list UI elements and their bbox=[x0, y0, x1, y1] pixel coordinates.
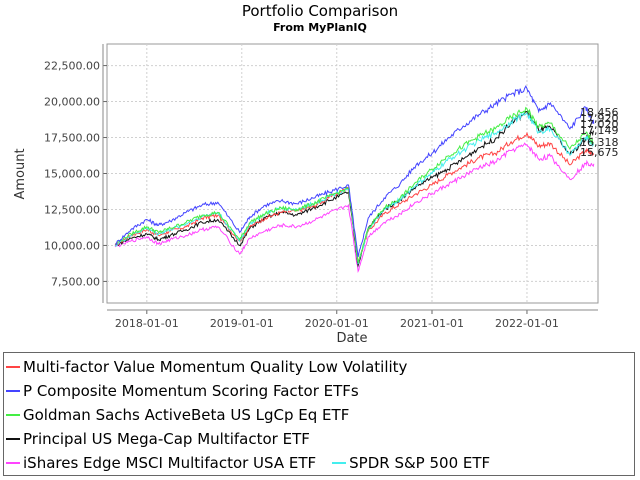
series-line-2 bbox=[114, 106, 595, 263]
legend-swatch bbox=[6, 414, 20, 416]
legend-label: Principal US Mega-Cap Multifactor ETF bbox=[23, 430, 310, 448]
legend-row: iShares Edge MSCI Multifactor USA ETF SPD… bbox=[4, 452, 504, 474]
end-label: 16,318 bbox=[580, 136, 619, 149]
series-line-5 bbox=[114, 111, 594, 265]
chart-title: Portfolio Comparison bbox=[241, 2, 399, 20]
legend-label: Goldman Sachs ActiveBeta US LgCp Eq ETF bbox=[23, 406, 350, 424]
legend-label: P Composite Momentum Scoring Factor ETFs bbox=[23, 382, 359, 400]
legend-item: Principal US Mega-Cap Multifactor ETF bbox=[4, 430, 310, 448]
legend-item: Goldman Sachs ActiveBeta US LgCp Eq ETF bbox=[4, 406, 349, 424]
legend-row: Multi-factor Value Momentum Quality Low … bbox=[4, 356, 421, 378]
legend-item: iShares Edge MSCI Multifactor USA ETF bbox=[4, 454, 316, 472]
x-tick-label: 2018-01-01 bbox=[115, 317, 179, 330]
legend-item: Multi-factor Value Momentum Quality Low … bbox=[4, 358, 407, 376]
y-tick-label: 12,500.00 bbox=[44, 203, 100, 216]
x-axis-label: Date bbox=[336, 331, 367, 346]
legend-swatch bbox=[6, 366, 20, 368]
legend-swatch bbox=[6, 462, 20, 464]
y-axis-label: Amount bbox=[13, 148, 28, 199]
x-tick-label: 2022-01-01 bbox=[495, 317, 559, 330]
legend-label: iShares Edge MSCI Multifactor USA ETF bbox=[23, 454, 317, 472]
legend-item: P Composite Momentum Scoring Factor ETFs bbox=[4, 382, 359, 400]
x-tick-label: 2020-01-01 bbox=[305, 317, 369, 330]
legend-swatch bbox=[332, 462, 347, 464]
end-label: 18,456 bbox=[580, 106, 619, 119]
series-line-3 bbox=[114, 110, 595, 268]
y-tick-label: 20,000.00 bbox=[44, 96, 100, 109]
y-tick-label: 17,500.00 bbox=[44, 132, 100, 145]
axes: 7,500.00 10,000.00 12,500.00 15,000.00 17,50… bbox=[44, 44, 598, 330]
legend-row: Principal US Mega-Cap Multifactor ETF bbox=[4, 428, 324, 450]
y-tick-label: 10,000.00 bbox=[44, 239, 100, 252]
y-tick-label: 15,000.00 bbox=[44, 168, 100, 181]
legend-row: Goldman Sachs ActiveBeta US LgCp Eq ETF bbox=[4, 404, 363, 426]
grid bbox=[107, 44, 598, 303]
end-label: 17,020 bbox=[580, 118, 619, 131]
y-tick-label: 22,500.00 bbox=[44, 60, 100, 73]
legend-swatch bbox=[6, 390, 20, 392]
end-label: 17,920 bbox=[580, 112, 619, 125]
legend-swatch bbox=[6, 438, 20, 440]
end-label: 15,675 bbox=[580, 146, 619, 159]
series-line-4 bbox=[114, 142, 595, 273]
x-tick-label: 2021-01-01 bbox=[400, 317, 464, 330]
legend: Multi-factor Value Momentum Quality Low … bbox=[3, 352, 635, 476]
legend-row: P Composite Momentum Scoring Factor ETFs bbox=[4, 380, 373, 402]
end-label: 17,149 bbox=[580, 124, 619, 137]
chart-subtitle: From MyPlanIQ bbox=[273, 21, 367, 34]
y-tick-label: 7,500.00 bbox=[51, 275, 100, 288]
series-line-1 bbox=[115, 85, 595, 258]
line-chart: 7,500.00 10,000.00 12,500.00 15,000.00 17,50… bbox=[13, 43, 619, 346]
series-lines bbox=[114, 85, 595, 273]
legend-label: SPDR S&P 500 ETF bbox=[349, 454, 491, 472]
x-tick-label: 2019-01-01 bbox=[210, 317, 274, 330]
legend-label: Multi-factor Value Momentum Quality Low … bbox=[23, 358, 408, 376]
legend-item: SPDR S&P 500 ETF bbox=[330, 454, 490, 472]
